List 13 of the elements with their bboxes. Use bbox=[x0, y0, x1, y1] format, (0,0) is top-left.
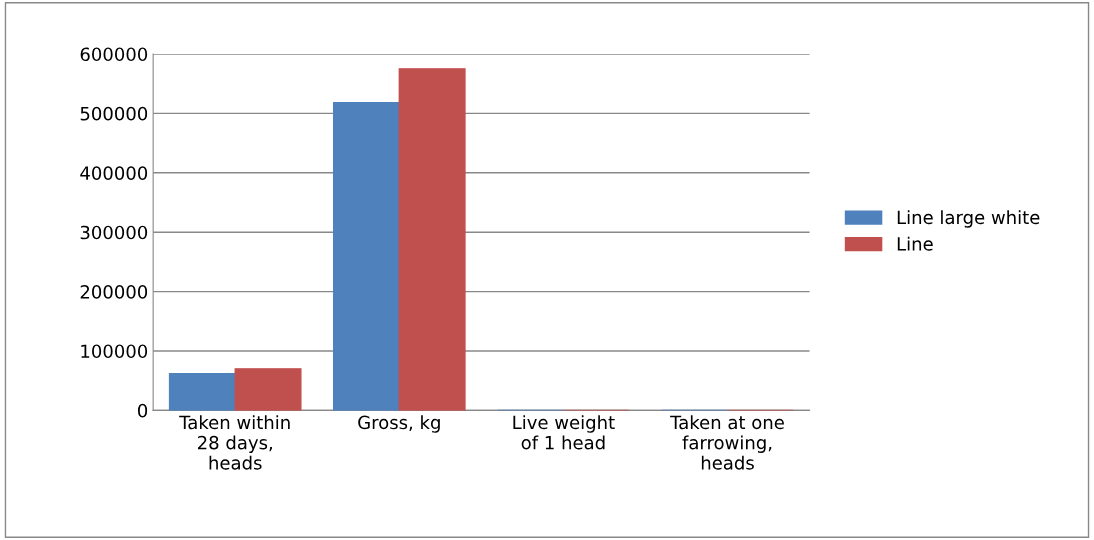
x-tick-label: Live weight of 1 head bbox=[513, 415, 615, 450]
y-tick-label: 0 bbox=[138, 403, 148, 418]
y-tick-label: 100000 bbox=[81, 344, 148, 359]
legend-label: Line large white bbox=[897, 210, 1040, 228]
legend-label: Line bbox=[897, 236, 933, 251]
y-tick-label: 400000 bbox=[80, 166, 148, 180]
y-tick-label: 300000 bbox=[80, 225, 148, 240]
y-tick-label: 200000 bbox=[80, 285, 148, 299]
x-tick-label: Taken at one farrowing, heads bbox=[670, 415, 784, 470]
y-tick-label: 600000 bbox=[80, 47, 148, 62]
x-tick-label: Gross, kg bbox=[358, 415, 440, 433]
y-tick-label: 500000 bbox=[80, 106, 148, 121]
x-tick-label: Taken within 28 days, heads bbox=[179, 415, 290, 470]
